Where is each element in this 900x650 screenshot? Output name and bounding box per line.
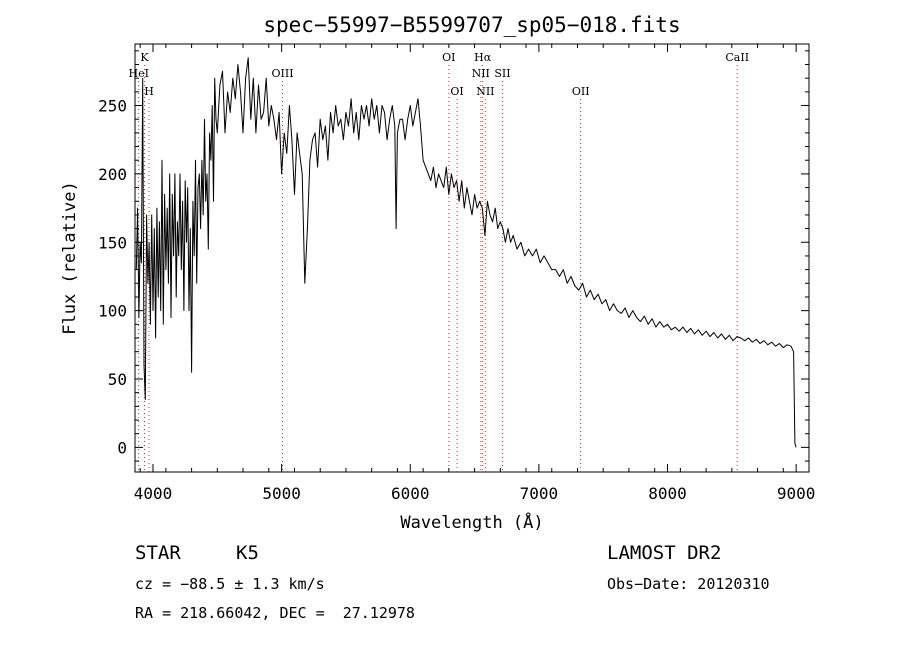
redshift-velocity: cz = −88.5 ± 1.3 km/s [135,575,325,593]
line-label-3: OIII [272,67,294,80]
spectrum-chart: spec−55997−B5599707_sp05−018.fits K HeI H O… [60,13,815,533]
x-tick-label-4: 8000 [648,484,687,503]
line-label-1: HeI [129,67,149,80]
spectrum-line-0 [135,57,797,448]
x-axis-label: Wavelength (Å) [400,511,543,533]
x-tick-label-5: 9000 [777,484,816,503]
line-label-10: OII [572,85,590,98]
line-label-0: K [140,51,149,64]
line-label-5: OI [450,85,463,98]
coordinates: RA = 218.66042, DEC = 27.12978 [135,604,415,622]
series-group [135,57,797,448]
plot-frame [134,43,810,473]
y-tick-label-5: 250 [98,97,127,116]
y-tick-label-2: 100 [98,302,127,321]
axis-ticks: 4000 5000 6000 7000 8000 9000 0 50 100 150 200 250 [98,44,815,503]
line-label-7: NII [472,67,490,80]
line-label-9: NII [476,85,494,98]
line-label-4: OI [442,51,455,64]
x-tick-label-1: 5000 [262,484,301,503]
line-label-2: H [144,85,154,98]
x-tick-label-0: 4000 [134,484,173,503]
chart-title: spec−55997−B5599707_sp05−018.fits [263,13,680,37]
line-label-6: Hα [474,51,492,64]
x-tick-label-2: 6000 [391,484,430,503]
y-tick-label-3: 150 [98,233,127,252]
observation-date: Obs−Date: 20120310 [607,575,770,593]
y-tick-label-4: 200 [98,165,127,184]
y-tick-label-1: 50 [108,370,127,389]
y-axis-label: Flux (relative) [60,181,80,335]
object-class: STAR [135,542,181,564]
line-label-11: CaII [725,51,749,64]
survey-name: LAMOST DR2 [607,542,722,564]
line-label-8: SII [494,67,510,80]
x-tick-label-3: 7000 [520,484,559,503]
y-tick-label-0: 0 [117,438,127,457]
object-subclass: K5 [236,542,259,564]
